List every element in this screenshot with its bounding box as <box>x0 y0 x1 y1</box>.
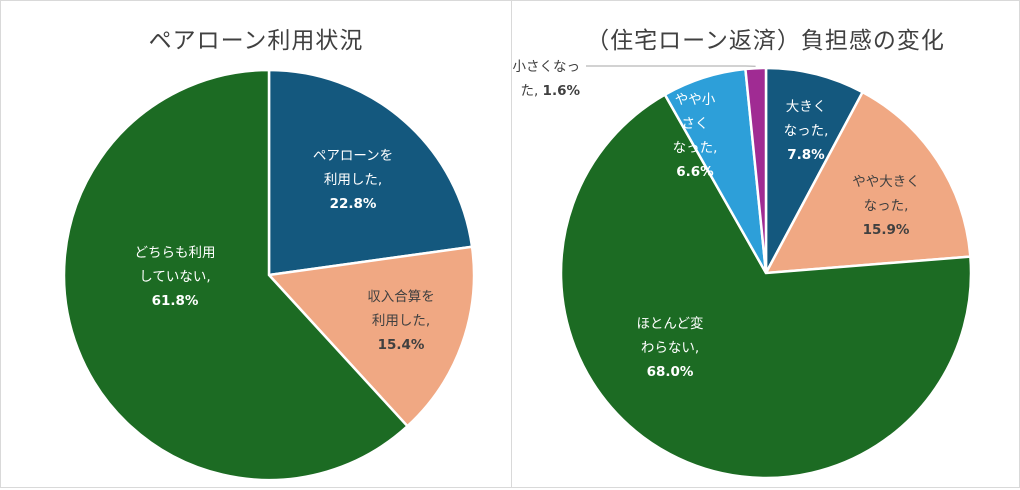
pie-slice <box>267 68 474 277</box>
slice-label-text: た, 1.6% <box>520 83 580 99</box>
pie-slice <box>764 66 865 274</box>
slice-label-text: 大きく <box>786 99 827 115</box>
slice-label-text: ペアローンを <box>313 148 393 164</box>
chart-title: ペアローン利用状況 <box>148 28 364 54</box>
slice-label-text: なった, <box>673 140 718 156</box>
chart-panel-pair-loan: ペアローン利用状況 ペアローンを 利用した, 22.8% 収入合算を 利用した, 15.4… <box>0 0 512 488</box>
pie-chart-pair-loan: ペアローンを利用した,22.8%収入合算を利用した,15.4%どちらも利用してい… <box>62 68 476 482</box>
chart-title: （住宅ローン返済）負担感の変化 <box>586 28 945 54</box>
slice-label-text: 利用した, <box>372 313 430 329</box>
slice-value: 68.0% <box>647 364 694 380</box>
slice-label-text: わらない, <box>641 340 699 356</box>
pie-slice <box>744 66 768 274</box>
slice-label-text: していない, <box>139 269 210 285</box>
slice-label-text: さく <box>682 116 709 132</box>
slice-label-text: やや小 <box>675 92 716 108</box>
slice-value: 7.8% <box>787 147 825 163</box>
pie-chart-burden-change: 大きくなった,7.8%やや大きくなった,15.9%ほとんど変わらない,68.0%… <box>513 59 973 480</box>
slice-label-text: 収入合算を <box>367 289 435 305</box>
pie-slice <box>763 90 972 275</box>
slice-label-text: 小さくなっ <box>513 59 581 75</box>
slice-value: 15.4% <box>378 337 425 353</box>
slice-value: 1.6% <box>543 83 581 99</box>
chart-panel-burden-change: （住宅ローン返済）負担感の変化 大きく なった, 7.8% やや大きく なった, 15.9… <box>511 0 1020 488</box>
slice-label-text: ほとんど変 <box>636 315 703 332</box>
slice-label-text: やや大きく <box>852 174 920 190</box>
slice-value: 15.9% <box>863 222 910 238</box>
slice-value: 22.8% <box>330 196 377 212</box>
pie-slice <box>559 92 973 480</box>
slice-value: 6.6% <box>676 164 714 180</box>
slice-label-text: 利用した, <box>324 172 382 188</box>
slice-value: 61.8% <box>152 293 199 309</box>
slice-label-text: なった, <box>864 198 909 214</box>
slice-label-text: なった, <box>784 123 829 139</box>
slice-label-text: どちらも利用 <box>135 245 216 261</box>
pie-slice <box>266 245 476 428</box>
pie-slice <box>62 68 410 482</box>
